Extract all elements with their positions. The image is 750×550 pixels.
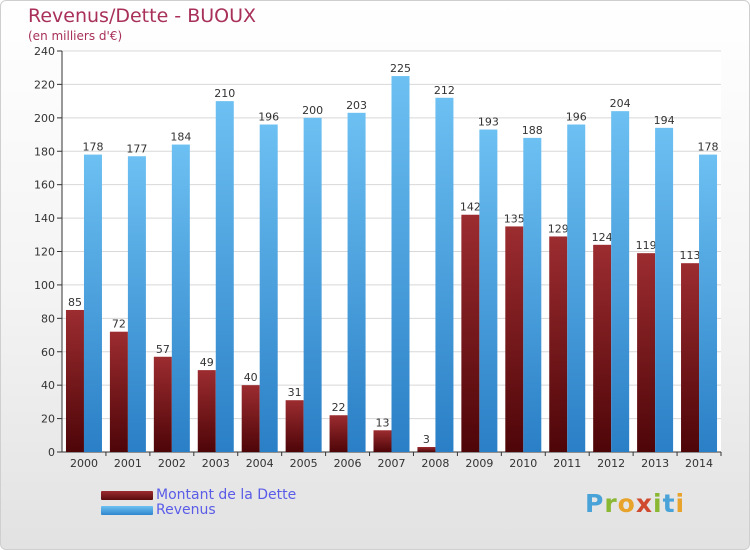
- data-label-revenus: 188: [522, 124, 543, 137]
- legend-item-dette: Montant de la Dette: [101, 487, 296, 503]
- data-label-revenus: 210: [214, 87, 235, 100]
- data-label-dette: 72: [112, 318, 126, 331]
- y-tick-label: 20: [41, 413, 55, 426]
- bar-dette: [329, 415, 348, 452]
- data-label-dette: 49: [200, 356, 214, 369]
- bar-dette: [285, 400, 304, 452]
- x-tick-label: 2003: [202, 457, 230, 470]
- data-label-dette: 3: [423, 433, 430, 446]
- data-label-dette: 135: [504, 212, 525, 225]
- data-label-revenus: 196: [258, 111, 279, 124]
- proxiti-logo: Proxiti: [585, 489, 686, 518]
- bar-revenus: [127, 156, 146, 452]
- bar-dette: [417, 446, 436, 452]
- bar-revenus: [479, 129, 498, 452]
- bar-dette: [461, 214, 480, 452]
- bar-revenus: [347, 112, 366, 452]
- data-label-dette: 129: [548, 222, 569, 235]
- y-tick-label: 200: [34, 112, 55, 125]
- x-tick-label: 2013: [641, 457, 669, 470]
- bar-dette: [241, 385, 260, 452]
- x-tick-label: 2005: [290, 457, 318, 470]
- x-tick-label: 2004: [246, 457, 274, 470]
- y-tick-label: 80: [41, 312, 55, 325]
- x-tick-label: 2009: [465, 457, 493, 470]
- bar-dette: [681, 263, 700, 452]
- data-label-revenus: 184: [170, 131, 191, 144]
- data-label-dette: 85: [68, 296, 82, 309]
- bar-dette: [637, 253, 656, 452]
- y-tick-label: 120: [34, 246, 55, 259]
- data-label-dette: 57: [156, 343, 170, 356]
- data-label-dette: 119: [636, 239, 657, 252]
- data-label-revenus: 194: [654, 114, 675, 127]
- data-label-revenus: 200: [302, 104, 323, 117]
- x-tick-label: 2014: [685, 457, 713, 470]
- bar-revenus: [567, 124, 586, 453]
- bar-revenus: [83, 154, 102, 452]
- bar-dette: [593, 244, 612, 452]
- chart-title: Revenus/Dette - BUOUX: [28, 5, 257, 27]
- bar-dette: [549, 236, 568, 452]
- bar-dette: [109, 331, 128, 452]
- x-tick-label: 2000: [70, 457, 98, 470]
- data-label-dette: 142: [460, 201, 481, 214]
- bar-dette: [373, 430, 392, 452]
- y-tick-label: 140: [34, 212, 55, 225]
- legend-swatch-dette: [101, 490, 153, 500]
- bar-revenus: [303, 117, 322, 452]
- y-tick-label: 0: [48, 446, 55, 459]
- bar-dette: [153, 356, 172, 452]
- data-label-revenus: 196: [566, 111, 587, 124]
- y-tick-label: 160: [34, 179, 55, 192]
- data-label-revenus: 204: [610, 97, 631, 110]
- x-tick-label: 2008: [421, 457, 449, 470]
- bar-revenus: [391, 76, 410, 452]
- bar-revenus: [523, 137, 542, 452]
- y-tick-label: 180: [34, 145, 55, 158]
- data-label-dette: 113: [680, 249, 701, 262]
- bar-dette: [65, 309, 84, 452]
- data-label-revenus: 178: [82, 141, 103, 154]
- y-tick-label: 220: [34, 78, 55, 91]
- data-label-revenus: 212: [434, 84, 455, 97]
- bar-revenus: [259, 124, 278, 453]
- bar-dette: [505, 226, 524, 452]
- data-label-revenus: 203: [346, 99, 367, 112]
- x-tick-label: 2010: [509, 457, 537, 470]
- x-tick-label: 2011: [553, 457, 581, 470]
- bar-revenus: [699, 154, 718, 452]
- data-label-revenus: 225: [390, 62, 411, 75]
- legend-label-dette: Montant de la Dette: [156, 487, 297, 503]
- x-tick-label: 2002: [158, 457, 186, 470]
- chart-subtitle: (en milliers d'€): [28, 29, 123, 43]
- bar-revenus: [611, 111, 630, 453]
- y-tick-label: 100: [34, 279, 55, 292]
- bar-dette: [197, 370, 216, 452]
- bar-revenus: [171, 144, 190, 453]
- y-tick-label: 240: [34, 45, 55, 58]
- data-label-dette: 13: [376, 416, 390, 429]
- y-tick-label: 60: [41, 346, 55, 359]
- legend-item-revenus: Revenus: [101, 502, 216, 518]
- data-label-revenus: 178: [698, 141, 719, 154]
- bar-revenus: [655, 127, 674, 452]
- x-tick-label: 2012: [597, 457, 625, 470]
- bar-revenus: [435, 97, 454, 453]
- data-label-dette: 124: [592, 231, 613, 244]
- y-tick-label: 40: [41, 379, 55, 392]
- data-label-dette: 31: [288, 386, 302, 399]
- data-label-dette: 40: [244, 371, 258, 384]
- data-label-revenus: 177: [126, 142, 147, 155]
- legend-label-revenus: Revenus: [156, 502, 216, 518]
- data-label-dette: 22: [332, 401, 346, 414]
- bar-revenus: [215, 101, 234, 452]
- x-tick-label: 2001: [114, 457, 142, 470]
- x-tick-label: 2006: [334, 457, 362, 470]
- data-label-revenus: 193: [478, 116, 499, 129]
- legend-swatch-revenus: [101, 505, 153, 515]
- x-tick-label: 2007: [378, 457, 406, 470]
